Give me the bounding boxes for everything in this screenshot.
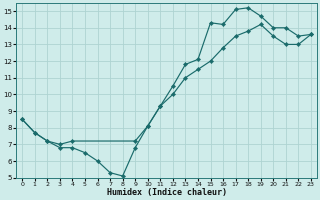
X-axis label: Humidex (Indice chaleur): Humidex (Indice chaleur) — [107, 188, 227, 197]
